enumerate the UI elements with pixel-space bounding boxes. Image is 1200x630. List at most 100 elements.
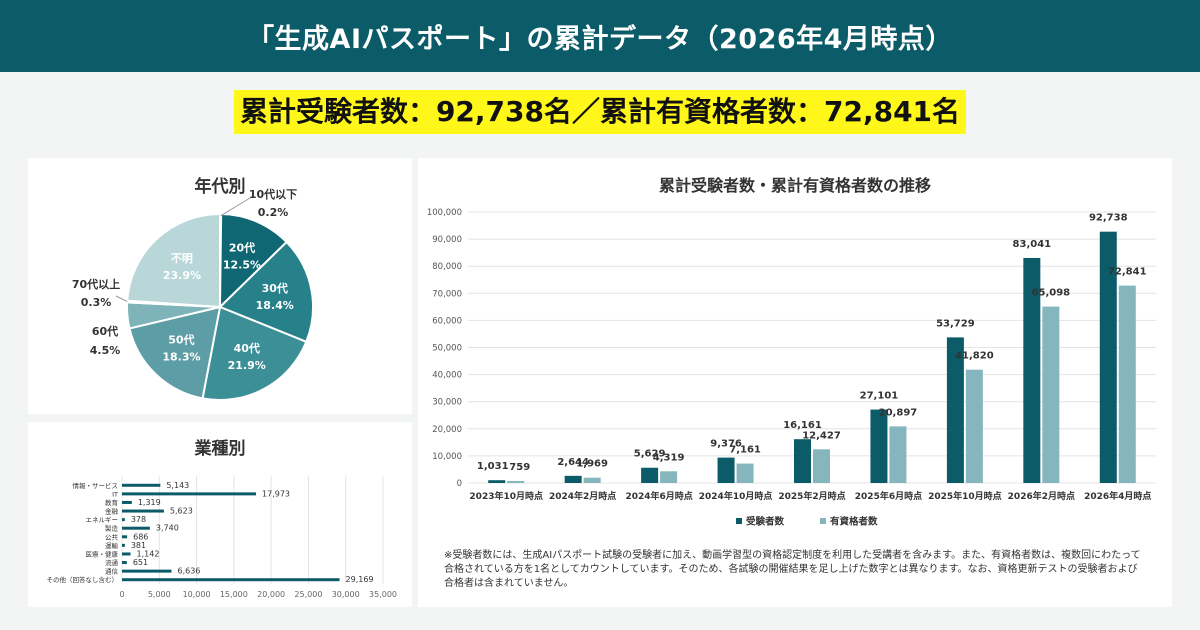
trend-bar: [736, 463, 754, 483]
legend-label: 有資格者数: [830, 516, 878, 528]
bar-value-label: 381: [131, 541, 146, 550]
trend-bar: [1042, 306, 1060, 483]
x-tick-label: 25,000: [294, 590, 322, 599]
industry-bar: [122, 561, 127, 565]
pie-value-label: 18.3%: [162, 350, 200, 363]
y-tick-label: 20,000: [432, 425, 462, 435]
pie-value-label: 0.3%: [81, 296, 112, 309]
pie-value-label: 12.5%: [223, 259, 261, 272]
pie-leader-line: [115, 295, 128, 302]
bar-value-label: 17,973: [262, 489, 290, 498]
page-title: 「生成AIパスポート」の累計データ（2026年4月時点）: [247, 23, 953, 55]
bar-value-label: 759: [509, 462, 530, 473]
y-category-label: 流通: [105, 558, 119, 567]
trend-bar: [1099, 231, 1117, 483]
y-tick-label: 60,000: [432, 316, 462, 326]
footnote: ※受験者数には、生成AIパスポート試験の受験者に加え、動画学習型の資格認定制度を…: [444, 550, 1141, 589]
pie-value-label: 4.5%: [90, 344, 121, 357]
x-category-label: 2025年10月時点: [928, 490, 1002, 502]
industry-chart-panel: 業種別 0 5,000 10,000 15,000 20,000 25,000 30,000…: [28, 422, 412, 607]
bar-value-label: 20,897: [879, 407, 918, 418]
pie-label: 50代: [168, 332, 194, 346]
bar-value-label: 16,161: [783, 420, 822, 431]
trend-bar: [1023, 257, 1041, 483]
trend-bar: [889, 426, 907, 483]
trend-bar-chart: 0 10,000 20,000 30,000 40,000 50,000 60,000 70,…: [427, 208, 1156, 528]
summary-banner: 累計受験者数：92,738名／累計有資格者数：72,841名: [0, 84, 1200, 140]
pie-label: 20代: [229, 241, 255, 255]
trend-bar: [1118, 285, 1136, 483]
industry-bar: [122, 518, 125, 522]
x-category-label: 2024年2月時点: [549, 490, 616, 502]
y-category-label: 運輸: [105, 541, 119, 550]
pie-slice: [201, 305, 308, 401]
bar-value-label: 1,969: [576, 459, 608, 470]
pie-value-label: 21.9%: [228, 359, 266, 372]
y-category-label: 金融: [105, 507, 119, 516]
industry-bar: [122, 526, 150, 530]
age-chart-title: 年代別: [194, 177, 246, 197]
y-category-label: 通信: [105, 567, 119, 576]
bar-value-label: 686: [133, 532, 148, 541]
y-category-label: 公共: [105, 532, 119, 541]
y-tick-label: 10,000: [432, 452, 462, 462]
x-category-label: 2024年10月時点: [699, 490, 773, 502]
legend-label: 受験者数: [746, 516, 785, 528]
y-tick-label: 50,000: [432, 344, 462, 354]
bar-value-label: 3,740: [156, 524, 179, 533]
pie-label: 60代: [92, 324, 118, 338]
trend-bar: [583, 477, 601, 483]
y-tick-label: 0: [457, 479, 462, 489]
x-tick-label: 0: [119, 590, 124, 599]
trend-bar: [813, 449, 830, 483]
pie-slice: [126, 212, 221, 309]
x-tick-label: 20,000: [257, 590, 285, 599]
pie-value-label: 23.9%: [163, 269, 201, 282]
bar-value-label: 5,143: [166, 481, 189, 490]
summary-text: 累計受験者数：92,738名／累計有資格者数：72,841名: [233, 90, 967, 134]
pie-label: 30代: [262, 281, 288, 295]
x-category-label: 2025年6月時点: [855, 490, 922, 502]
bar-value-label: 1,319: [138, 498, 161, 507]
bar-value-label: 9,376: [710, 439, 742, 450]
bar-value-label: 41,820: [955, 351, 994, 362]
x-tick-label: 10,000: [183, 590, 211, 599]
bar-value-label: 651: [133, 558, 148, 567]
bar-value-label: 6,636: [177, 567, 200, 576]
bar-value-label: 92,738: [1089, 213, 1128, 224]
bar-value-label: 7,161: [729, 445, 761, 456]
industry-bar: [122, 500, 132, 504]
industry-chart-title: 業種別: [194, 439, 246, 459]
trend-chart-panel: 累計受験者数・累計有資格者数の推移 0 10,000 20,000 30,000 40,…: [418, 158, 1172, 607]
x-category-label: 2026年4月時点: [1084, 490, 1151, 502]
y-category-label: その他（回答なし含む）: [47, 575, 119, 584]
industry-bar: [122, 552, 131, 556]
x-category-label: 2026年2月時点: [1008, 490, 1075, 502]
legend-swatch: [736, 518, 742, 524]
y-tick-label: 40,000: [432, 371, 462, 381]
y-tick-label: 80,000: [432, 262, 462, 272]
trend-bar: [946, 337, 964, 483]
trend-bar: [870, 409, 888, 483]
bar-value-label: 4,319: [653, 452, 685, 463]
pie-leader-line: [220, 197, 251, 217]
y-category-label: 製造: [105, 524, 119, 533]
y-category-label: 医療・健康: [86, 549, 119, 558]
trend-bar: [564, 475, 582, 483]
industry-bar: [122, 543, 125, 547]
industry-bar-chart: 0 5,000 10,000 15,000 20,000 25,000 30,000 35,0…: [47, 476, 397, 599]
x-category-label: 2025年2月時点: [778, 490, 845, 502]
trend-bar: [660, 471, 678, 483]
trend-bar: [717, 457, 735, 483]
y-tick-label: 30,000: [432, 398, 462, 408]
bar-value-label: 1,031: [477, 461, 509, 472]
y-category-label: 教育: [105, 498, 119, 507]
y-tick-label: 90,000: [432, 235, 462, 245]
industry-bar: [122, 483, 161, 487]
bar-value-label: 83,041: [1013, 239, 1052, 250]
y-category-label: エネルギー: [86, 516, 119, 524]
x-tick-label: 35,000: [369, 590, 397, 599]
x-category-label: 2023年10月時点: [469, 490, 543, 502]
pie-label: 不明: [171, 252, 193, 265]
trend-chart-title: 累計受験者数・累計有資格者数の推移: [658, 176, 931, 195]
